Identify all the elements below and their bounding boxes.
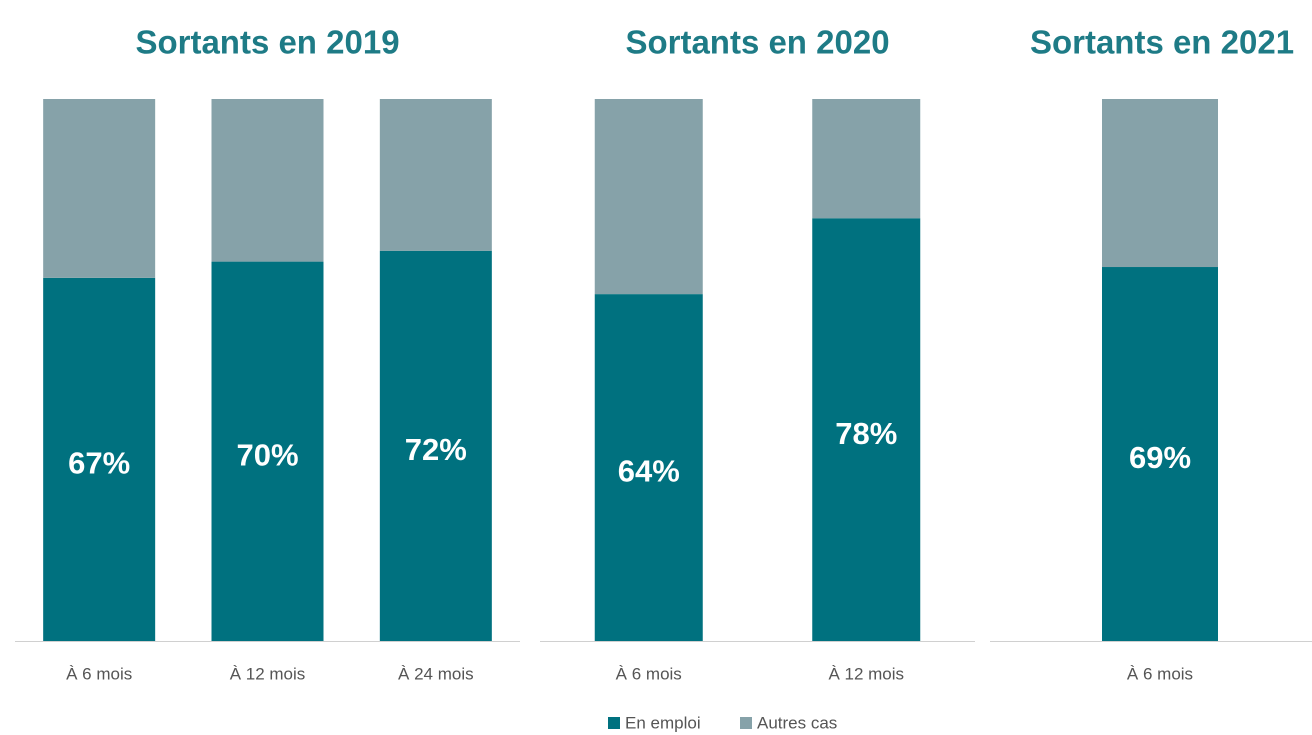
chart-title: Sortants en 2021 <box>1030 24 1294 61</box>
bar-segment <box>211 99 324 262</box>
bar-segment <box>379 250 492 641</box>
legend-swatch <box>608 717 620 729</box>
bar-segment <box>594 99 703 295</box>
x-tick-label: À 12 mois <box>230 664 306 683</box>
data-label: 78% <box>835 416 897 451</box>
legend-label: Autres cas <box>757 713 837 732</box>
chart-title: Sortants en 2019 <box>135 24 399 61</box>
x-tick-label: À 6 mois <box>1127 664 1193 683</box>
data-label: 67% <box>68 446 130 481</box>
data-label: 70% <box>236 437 298 472</box>
bar-segment <box>594 294 703 641</box>
legend-label: En emploi <box>625 713 701 732</box>
legend-swatch <box>740 717 752 729</box>
bar-segment <box>43 277 156 641</box>
data-label: 64% <box>618 454 680 489</box>
x-tick-label: À 24 mois <box>398 664 474 683</box>
x-tick-label: À 12 mois <box>828 664 904 683</box>
bar-segment <box>379 99 492 251</box>
chart-title: Sortants en 2020 <box>625 24 889 61</box>
bar-segment <box>211 261 324 641</box>
bar-segment <box>43 99 156 278</box>
bar-segment <box>1102 267 1218 641</box>
data-label: 69% <box>1129 440 1191 475</box>
x-tick-label: À 6 mois <box>66 664 132 683</box>
bar-segment <box>812 99 921 219</box>
bar-segment <box>812 218 921 642</box>
data-label: 72% <box>405 432 467 467</box>
bar-segment <box>1102 99 1218 268</box>
x-tick-label: À 6 mois <box>616 664 682 683</box>
